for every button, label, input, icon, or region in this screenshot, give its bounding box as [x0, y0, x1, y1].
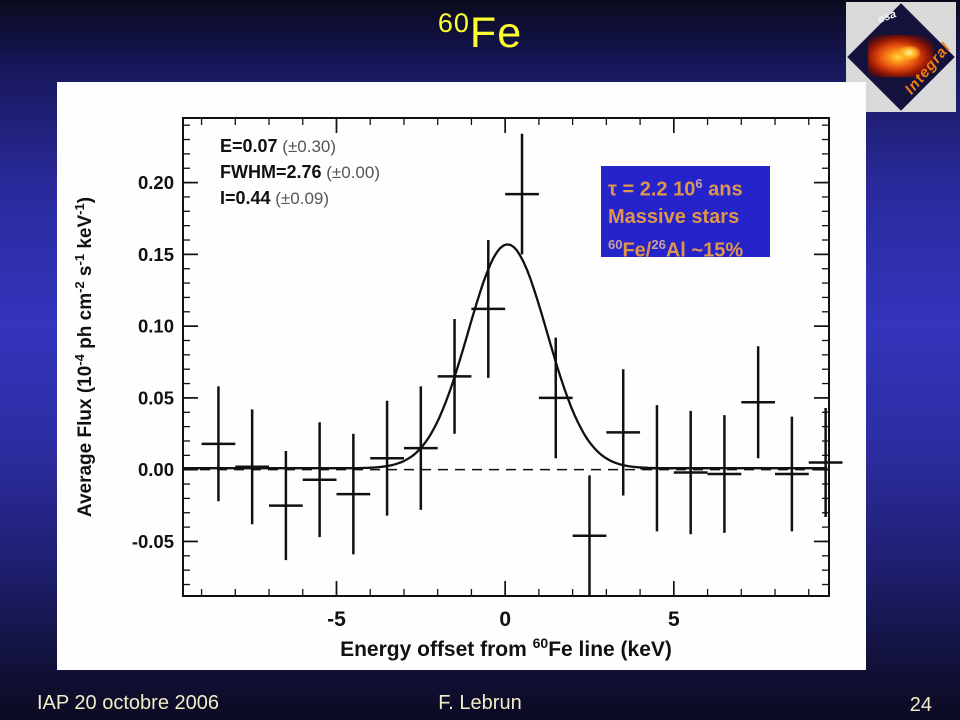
error-bar: [437, 318, 472, 434]
fit-curve: [183, 243, 828, 470]
error-bar: [538, 337, 573, 459]
y-axis-label: Average Flux (10-4 ph cm-2 s-1 keV-1): [72, 197, 96, 517]
x-axis-ticks: -5 0 5: [200, 118, 810, 631]
x-tick-label: 5: [668, 608, 680, 631]
error-bar: [471, 240, 506, 378]
title-isotope-superscript: 60: [437, 8, 470, 38]
error-bar: [640, 405, 674, 532]
error-bar: [201, 386, 236, 502]
error-bar: [572, 475, 607, 596]
footer-page-number: 24: [909, 694, 932, 716]
y-tick-label: 0.05: [138, 387, 174, 408]
y-tick-label: 0.00: [138, 459, 174, 480]
title-element: Fe: [469, 9, 523, 57]
plot-frame: [182, 117, 830, 597]
error-bar: [370, 400, 404, 516]
footer-date: IAP 20 octobre 2006: [37, 692, 219, 714]
error-bar: [235, 409, 270, 525]
error-bar: [403, 386, 438, 510]
footer-author: F. Lebrun: [438, 692, 522, 714]
slide-title: 60Fe: [0, 8, 960, 58]
y-tick-label: 0.15: [138, 244, 174, 265]
info-line: τ = 2.2 106 ans: [608, 176, 743, 201]
fit-annotation-line: I=0.44 (±0.09): [220, 188, 329, 208]
y-axis-ticks: -0.05 0.00 0.05 0.10 0.15 0.20: [132, 124, 829, 586]
fit-annotation-line: E=0.07 (±0.30): [220, 136, 336, 156]
error-bar: [808, 407, 843, 518]
x-tick-label: 0: [499, 608, 511, 631]
x-tick-label: -5: [327, 608, 346, 631]
info-line: 60Fe/26Al ~15%: [608, 236, 744, 262]
error-bar: [673, 410, 708, 535]
y-tick-label: -0.05: [132, 531, 174, 552]
x-axis-label: Energy offset from 60Fe line (keV): [340, 635, 672, 661]
info-line: Massive stars: [608, 205, 740, 228]
error-bar: [336, 433, 371, 555]
annotation-text: E=0.07 (±0.30) FWHM=2.76 (±0.00) I=0.44 (±…: [220, 136, 380, 208]
y-tick-label: 0.20: [138, 172, 174, 193]
y-axis-label-group: Average Flux (10-4 ph cm-2 s-1 keV-1): [72, 197, 96, 517]
data-points: [201, 133, 843, 596]
spectrum-chart: -5 0 5 -0.05 0.00 0.05 0.10 0.15 0.20 E=0.07 (±0.…: [72, 117, 843, 661]
error-bar: [606, 369, 641, 496]
error-bar: [505, 133, 539, 255]
plot-panel: -5 0 5 -0.05 0.00 0.05 0.10 0.15 0.20 E=0.07 (±0.…: [57, 82, 866, 670]
error-bar: [302, 422, 337, 538]
fit-annotation-line: FWHM=2.76 (±0.00): [220, 162, 380, 182]
error-bar: [707, 415, 742, 533]
x-axis-label-group: Energy offset from 60Fe line (keV): [340, 635, 672, 661]
error-bar: [775, 416, 809, 532]
error-bar: [741, 346, 776, 459]
error-bar: [269, 451, 303, 561]
y-tick-label: 0.10: [138, 316, 174, 337]
galaxy-image-core: [898, 46, 920, 60]
info-box: τ = 2.2 106 ans Massive stars 60Fe/26Al ~1…: [601, 166, 770, 261]
